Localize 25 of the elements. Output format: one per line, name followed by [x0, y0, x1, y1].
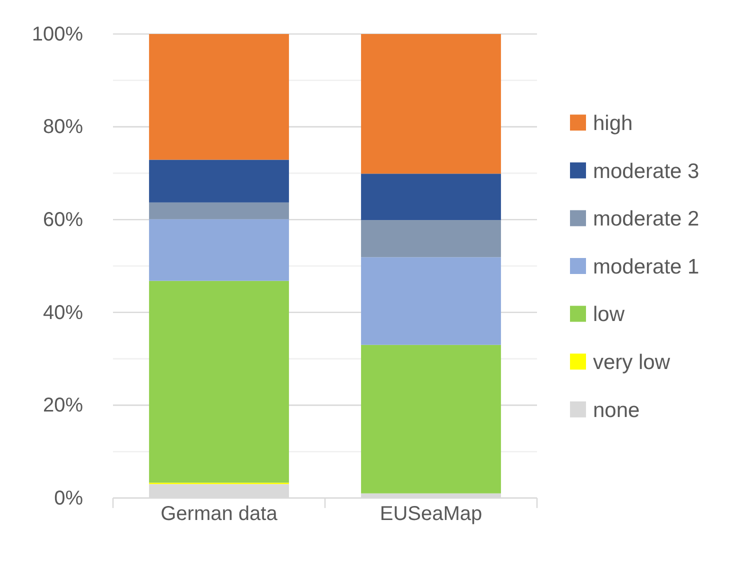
legend-label: none [593, 398, 640, 422]
legend-label: low [593, 303, 626, 326]
bar [149, 160, 289, 202]
y-tick-label: 20% [42, 394, 84, 417]
x-tick-label: EUSeaMap [380, 503, 482, 525]
bar [361, 344, 501, 494]
legend-label: moderate 3 [593, 160, 700, 183]
y-tick-label: 80% [42, 116, 84, 138]
bar [149, 280, 289, 483]
bar [361, 257, 501, 345]
legend-label: moderate 2 [593, 208, 700, 231]
bar [149, 202, 289, 220]
bar [361, 34, 501, 174]
bar [149, 34, 289, 160]
y-tick-label: 0% [54, 487, 84, 510]
legend-label: moderate 1 [593, 255, 700, 278]
y-tick-label: 60% [42, 209, 84, 231]
bar [149, 219, 289, 281]
y-tick-label: 40% [42, 302, 84, 324]
bar [361, 220, 501, 258]
bar [361, 174, 501, 220]
legend-label: high [593, 112, 633, 135]
x-tick-label: German data [160, 503, 278, 525]
legend-label: very low [593, 350, 671, 374]
y-tick-label: 100% [32, 23, 84, 46]
